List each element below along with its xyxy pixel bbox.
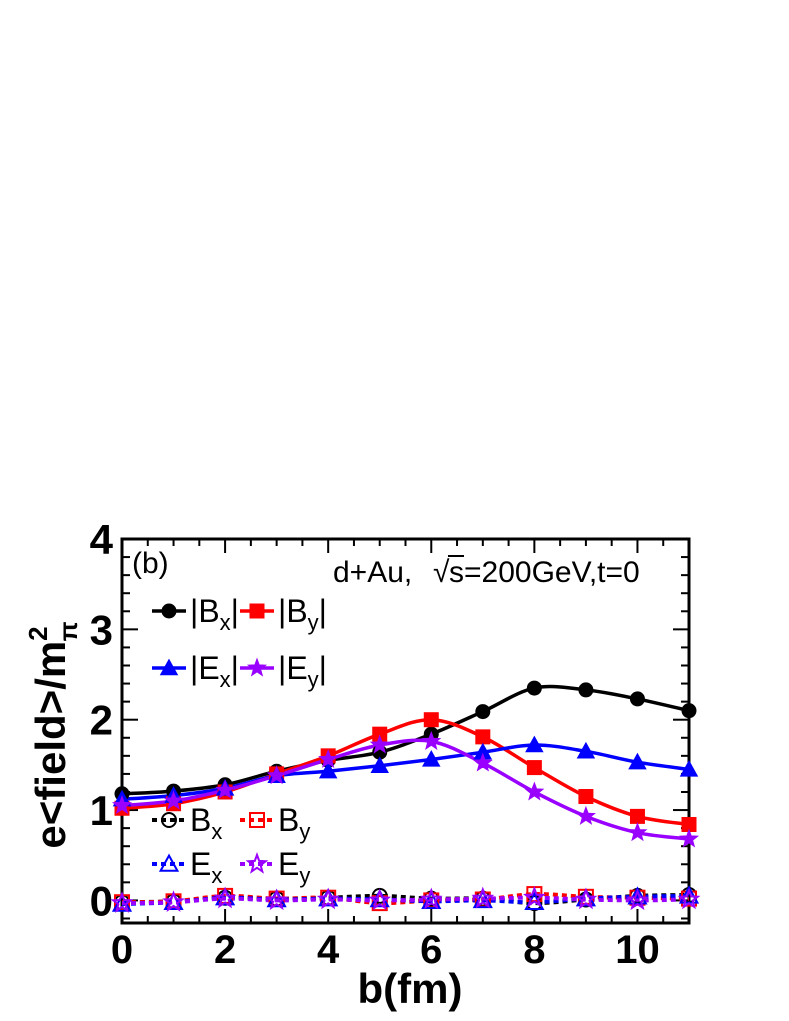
y-tick-label: 0 [90,877,113,924]
data-point-abs-bxabs- [475,704,491,720]
data-point-ey [368,888,392,911]
x-tick-label: 10 [615,928,660,972]
x-tick-label: 4 [317,928,340,972]
legend-label: |Ey| [278,650,327,692]
y-axis-label-main: e<field>/m [27,641,74,849]
data-point-ey [677,887,701,910]
legend-marker [246,657,268,677]
data-point-ex [369,889,390,908]
data-point-abs-eyabs- [678,828,700,848]
data-point-abs-exabs- [525,735,544,753]
legend-label: |By| [278,593,327,635]
data-point-abs-exabs- [679,759,699,777]
data-point-ey [471,886,495,909]
data-point-abs-eyabs- [575,805,596,825]
data-point-abs-exabs- [422,750,441,767]
y-tick-label: 1 [90,787,113,834]
data-point-ey [523,885,546,908]
data-point-ex [266,889,287,908]
data-point-ey [110,891,134,913]
legend-label: Ex [190,846,222,888]
legend-marker [161,603,177,619]
legend-marker [249,812,265,828]
data-point-ey [316,887,340,910]
legend-marker [159,658,179,676]
y-axis-label: e<field>/m2π [23,621,83,848]
x-tick-label: 8 [523,928,545,972]
legend-label: By [278,802,310,844]
y-tick-label: 3 [90,606,113,653]
data-point-ey [419,887,443,910]
legend-entry-ex: Ex [152,846,222,888]
data-point-abs-byabs- [423,712,439,728]
data-point-abs-exabs- [628,752,647,770]
annotation: d+Au, √ s=200GeV,t=0 [333,555,640,589]
data-point-ex [214,887,236,906]
data-point-abs-byabs- [475,729,491,745]
data-point-ey [626,888,649,911]
data-point-abs-bxabs- [681,703,697,719]
data-point-abs-byabs- [578,789,594,805]
y-axis-label-sub: π [53,621,83,641]
panel-label: (b) [132,547,169,580]
annotation-prefix: d+Au, [333,556,412,589]
data-point-abs-bxabs- [578,682,594,698]
data-point-abs-eyabs- [369,734,390,754]
data-point-abs-bxabs- [629,691,645,707]
data-point-abs-eyabs- [472,752,493,772]
data-point-abs-eyabs- [163,790,184,810]
data-point-ex [575,888,597,907]
data-point-abs-eyabs- [421,730,442,750]
data-point-abs-bxabs- [526,680,542,696]
data-point-abs-exabs- [576,741,596,759]
legend-entry-by: By [240,802,310,844]
legend-label: Bx [190,802,222,844]
data-point-ey [213,886,237,909]
legend-entry-abs-exabs-: |Ex| [152,650,239,692]
y-tick-label: 2 [90,697,113,744]
annotation-root-symbol: √ [433,556,450,589]
data-point-bx [526,895,543,912]
legend-label: |Bx| [190,593,239,635]
data-point-abs-exabs- [318,761,338,779]
data-point-abs-eyabs- [524,781,545,801]
legend-entry-ey: Ey [240,846,310,888]
data-point-ey [162,890,185,912]
legend-entry-abs-eyabs-: |Ey| [240,650,327,692]
data-point-abs-eyabs- [111,794,133,815]
legend-marker [158,853,180,872]
legend-marker [249,603,265,619]
data-point-abs-eyabs- [215,779,236,799]
legend-entry-abs-bxabs-: |Bx| [152,593,239,635]
data-point-abs-byabs- [526,760,542,776]
data-point-abs-exabs- [370,756,389,774]
annotation-suffix: s=200GeV,t=0 [449,556,640,589]
data-point-ex [163,891,184,910]
legend-marker [161,812,177,828]
svg-text:e<field>/m2π: e<field>/m2π [23,621,83,848]
data-point-ey [574,887,598,910]
x-tick-label: 0 [111,928,133,972]
legend-entry-bx: Bx [152,802,222,844]
data-point-abs-byabs- [629,808,645,824]
legend-entry-abs-byabs-: |By| [240,593,327,635]
data-point-abs-eyabs- [266,765,287,785]
data-point-ey [265,888,288,911]
legend-label: Ey [278,846,310,888]
x-tick-label: 2 [214,928,236,972]
legend-label: |Ex| [190,650,239,692]
x-axis-label: b(fm) [358,965,463,1012]
data-point-abs-eyabs- [627,822,648,842]
legend-marker [245,851,269,874]
data-point-abs-eyabs- [318,748,339,768]
data-point-ex [318,888,339,907]
y-axis-label-sup: 2 [23,626,53,640]
y-tick-label: 4 [90,516,114,563]
x-tick-label: 6 [420,928,442,972]
